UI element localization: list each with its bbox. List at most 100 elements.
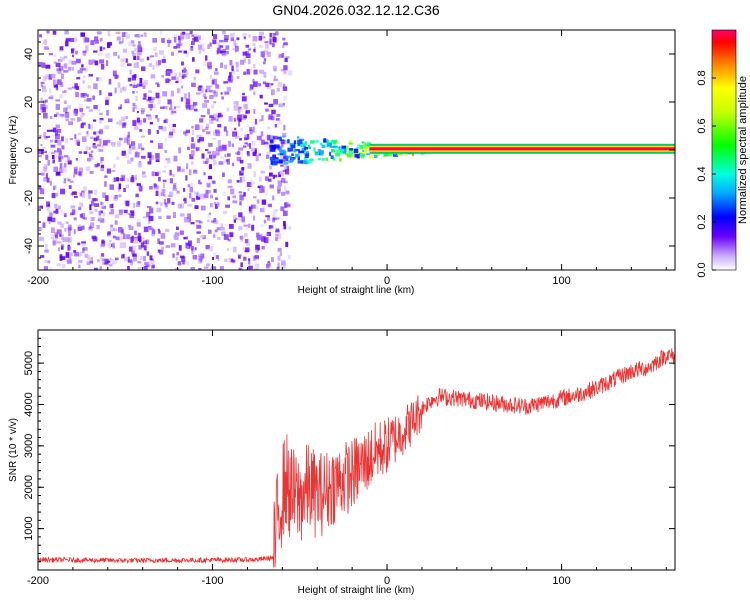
colorbar-tick-label: 0.6 xyxy=(696,118,708,133)
noise-speck xyxy=(221,96,224,100)
noise-speck xyxy=(265,264,270,269)
signal-blob xyxy=(277,136,282,140)
noise-speck xyxy=(96,225,100,230)
noise-speck xyxy=(52,241,56,246)
noise-speck xyxy=(139,58,144,62)
signal-blob xyxy=(373,154,378,159)
noise-speck xyxy=(60,81,64,87)
noise-speck xyxy=(77,141,80,146)
noise-speck xyxy=(179,37,184,41)
noise-speck xyxy=(223,159,227,164)
signal-blob xyxy=(320,150,324,154)
noise-speck xyxy=(276,87,280,92)
noise-speck xyxy=(236,76,240,79)
noise-speck xyxy=(207,151,212,154)
noise-speck xyxy=(274,135,278,140)
noise-speck xyxy=(143,93,147,98)
noise-speck xyxy=(106,139,111,143)
noise-speck xyxy=(278,174,281,177)
noise-speck xyxy=(197,138,201,143)
noise-speck xyxy=(202,93,207,98)
colorbar-label: Normalized spectral amplitude xyxy=(737,76,749,224)
noise-speck xyxy=(238,121,241,127)
noise-speck xyxy=(117,55,120,59)
noise-speck xyxy=(151,229,156,234)
noise-speck xyxy=(83,138,86,141)
noise-speck xyxy=(105,99,109,106)
noise-speck xyxy=(259,119,262,122)
noise-speck xyxy=(165,228,170,233)
noise-speck xyxy=(143,245,147,251)
signal-blob xyxy=(331,148,335,153)
noise-speck xyxy=(119,137,123,141)
noise-speck xyxy=(67,160,72,165)
signal-blob xyxy=(348,142,354,145)
noise-speck xyxy=(266,134,271,141)
noise-speck xyxy=(259,31,264,35)
noise-speck xyxy=(104,175,108,178)
noise-speck xyxy=(220,156,225,160)
noise-speck xyxy=(54,150,57,153)
noise-speck xyxy=(42,40,47,45)
noise-speck xyxy=(242,92,245,96)
noise-speck xyxy=(127,266,130,270)
noise-speck xyxy=(54,152,58,159)
noise-speck xyxy=(54,129,59,136)
noise-speck xyxy=(286,165,289,170)
signal-blob xyxy=(323,139,330,142)
noise-speck xyxy=(132,84,138,88)
signal-blob xyxy=(305,154,309,158)
noise-speck xyxy=(271,115,275,121)
noise-speck xyxy=(129,214,134,219)
noise-speck xyxy=(69,38,74,42)
noise-speck xyxy=(98,148,104,152)
noise-speck xyxy=(59,56,65,62)
noise-speck xyxy=(99,59,105,64)
noise-speck xyxy=(115,257,119,261)
noise-speck xyxy=(41,62,46,68)
noise-speck xyxy=(163,105,168,110)
noise-speck xyxy=(40,81,45,85)
signal-blob xyxy=(290,144,296,149)
noise-speck xyxy=(53,114,58,118)
noise-speck xyxy=(197,86,202,91)
noise-speck xyxy=(193,76,196,81)
noise-speck xyxy=(132,106,135,112)
noise-speck xyxy=(268,225,274,229)
noise-speck xyxy=(156,129,159,134)
noise-speck xyxy=(187,204,193,207)
noise-speck xyxy=(163,199,167,205)
noise-speck xyxy=(59,94,63,99)
noise-speck xyxy=(222,191,227,196)
noise-speck xyxy=(279,156,285,162)
noise-speck xyxy=(38,148,43,155)
signal-blob xyxy=(297,160,304,164)
noise-speck xyxy=(205,55,208,61)
noise-speck xyxy=(67,66,72,71)
noise-speck xyxy=(213,34,218,40)
noise-speck xyxy=(143,34,146,38)
noise-speck xyxy=(120,230,124,235)
signal-blob xyxy=(363,148,368,153)
noise-speck xyxy=(213,188,217,193)
snr-frame xyxy=(37,329,676,571)
signal-blob xyxy=(280,153,284,156)
noise-speck xyxy=(222,144,227,151)
signal-blob xyxy=(269,156,275,161)
signal-blob xyxy=(302,150,306,153)
noise-speck xyxy=(118,236,123,241)
noise-speck xyxy=(173,46,178,49)
noise-speck xyxy=(56,241,62,244)
noise-speck xyxy=(160,233,166,239)
noise-speck xyxy=(56,204,61,208)
signal-blob xyxy=(340,148,345,152)
signal-blob xyxy=(335,152,341,157)
noise-speck xyxy=(266,126,271,130)
noise-speck xyxy=(113,51,118,56)
noise-speck xyxy=(62,181,65,184)
noise-speck xyxy=(269,43,274,46)
noise-speck xyxy=(133,238,138,244)
noise-speck xyxy=(238,191,243,194)
noise-speck xyxy=(99,112,103,116)
noise-speck xyxy=(232,47,238,51)
